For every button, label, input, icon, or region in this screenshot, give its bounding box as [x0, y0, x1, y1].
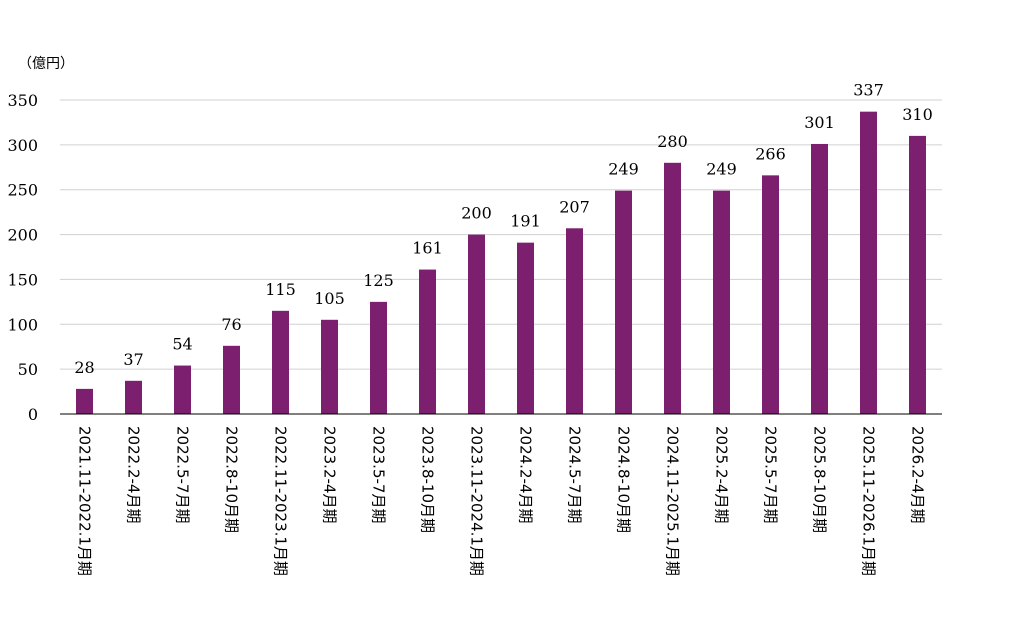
x-category-label: 2025.8-10月期 — [811, 426, 829, 533]
x-category-label: 2021.11-2022.1月期 — [76, 426, 94, 576]
data-labels: 28 37 54 76 115 105 125 161 200 191 207 249 280 249 26… — [74, 81, 932, 377]
y-tick-label: 250 — [7, 181, 38, 200]
data-label: 28 — [74, 358, 94, 377]
gridlines — [60, 99, 942, 370]
x-category-label: 2023.11-2024.1月期 — [468, 426, 486, 576]
data-label: 310 — [902, 105, 933, 124]
bar — [517, 242, 534, 414]
x-category-label: 2023.2-4月期 — [321, 426, 339, 523]
data-label: 249 — [706, 160, 737, 179]
bar — [860, 111, 877, 415]
x-category-label: 2023.8-10月期 — [419, 426, 437, 533]
data-label: 105 — [314, 289, 345, 308]
data-label: 125 — [363, 271, 394, 290]
bar — [370, 301, 387, 414]
bar — [566, 228, 583, 414]
bar — [615, 190, 632, 414]
bar — [664, 162, 681, 414]
bar — [419, 269, 436, 414]
data-label: 115 — [265, 280, 296, 299]
y-tick-label: 0 — [28, 405, 38, 424]
y-tick-label: 50 — [18, 360, 38, 379]
data-label: 301 — [804, 113, 835, 132]
x-category-label: 2022.2-4月期 — [125, 426, 143, 523]
bar — [321, 319, 338, 414]
x-category-label: 2024.5-7月期 — [566, 426, 584, 523]
bar — [174, 365, 191, 414]
bar — [468, 234, 485, 414]
y-tick-label: 100 — [7, 315, 38, 334]
data-label: 266 — [755, 144, 786, 163]
data-label: 161 — [412, 239, 443, 258]
bar — [125, 380, 142, 414]
bar — [223, 345, 240, 414]
x-axis-labels: 2021.11-2022.1月期 2022.2-4月期 2022.5-7月期 2022… — [76, 426, 927, 576]
x-category-label: 2026.2-4月期 — [909, 426, 927, 523]
bar — [811, 143, 828, 414]
x-category-label: 2024.8-10月期 — [615, 426, 633, 533]
data-label: 54 — [172, 335, 192, 354]
bar — [713, 190, 730, 414]
bars — [76, 111, 926, 415]
y-tick-label: 300 — [7, 136, 38, 155]
y-tick-label: 200 — [7, 226, 38, 245]
x-category-label: 2022.11-2023.1月期 — [272, 426, 290, 576]
data-label: 191 — [510, 212, 541, 231]
bar — [762, 175, 779, 414]
bar — [272, 310, 289, 414]
data-label: 249 — [608, 160, 639, 179]
x-category-label: 2022.8-10月期 — [223, 426, 241, 533]
bar — [76, 388, 93, 414]
bar — [909, 135, 926, 414]
x-category-label: 2025.5-7月期 — [762, 426, 780, 523]
unit-label: （億円） — [18, 56, 74, 72]
y-axis-ticks: 0 50 100 150 200 250 300 350 — [7, 91, 38, 424]
data-label: 200 — [461, 204, 492, 223]
x-category-label: 2022.5-7月期 — [174, 426, 192, 523]
y-tick-label: 150 — [7, 270, 38, 289]
x-category-label: 2023.5-7月期 — [370, 426, 388, 523]
x-category-label: 2024.2-4月期 — [517, 426, 535, 523]
x-category-label: 2025.2-4月期 — [713, 426, 731, 523]
data-label: 280 — [657, 132, 688, 151]
x-category-label: 2025.11-2026.1月期 — [860, 426, 878, 576]
data-label: 337 — [853, 81, 884, 100]
x-category-label: 2024.11-2025.1月期 — [664, 426, 682, 576]
data-label: 76 — [221, 315, 241, 334]
y-tick-label: 350 — [7, 91, 38, 110]
data-label: 37 — [123, 350, 143, 369]
data-label: 207 — [559, 197, 590, 216]
